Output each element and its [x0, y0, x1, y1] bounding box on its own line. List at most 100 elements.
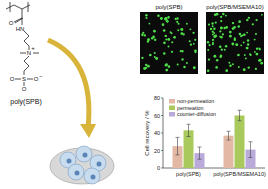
cell-dot [247, 43, 249, 45]
cell-dot [258, 48, 260, 50]
cell-dot [193, 43, 195, 45]
bond [27, 79, 33, 80]
bars [173, 110, 256, 168]
cell-dot [175, 18, 177, 20]
cell-dot [237, 25, 240, 28]
cell-dot [248, 66, 250, 68]
y-tick-label: 40 [154, 130, 160, 136]
cell-dot [171, 32, 173, 34]
cell-dot [145, 17, 147, 19]
legend-label: non-permeation [177, 98, 214, 104]
y-tick [161, 168, 163, 169]
cell-dot [149, 54, 152, 57]
cell-dot [210, 28, 212, 30]
legend: non-permeationpermeationcounter-diffusio… [169, 98, 216, 117]
error-cap [249, 157, 253, 158]
cell-dot [222, 33, 224, 35]
cell-dot [160, 17, 163, 20]
cell-dot [247, 39, 249, 41]
cell-dot [147, 65, 150, 68]
error-bar [238, 110, 242, 121]
cell-dot [141, 57, 143, 59]
cell-dot [211, 22, 213, 24]
bond [24, 31, 29, 36]
cell-dot [219, 36, 221, 38]
cell-dot [153, 30, 156, 33]
cell-dot [171, 41, 173, 43]
cell-dot [177, 29, 179, 31]
error-bar [176, 137, 180, 155]
cell-dot [239, 33, 242, 36]
cell-dot [168, 46, 170, 48]
arrow [48, 40, 89, 128]
cell-dot [180, 50, 182, 52]
cell-dot [180, 32, 183, 35]
arrow-head [80, 124, 96, 138]
cell-dot [220, 55, 223, 58]
cell-dot [173, 36, 176, 39]
bond [14, 5, 22, 9]
error-line [250, 142, 251, 158]
nucleus [97, 162, 102, 167]
cell-dot [243, 33, 246, 36]
cell [76, 146, 92, 162]
cell-dot [256, 53, 259, 56]
error-cap [187, 124, 191, 125]
cell-dot [189, 40, 191, 42]
legend-label: permeation [177, 105, 204, 111]
cell-dot [181, 58, 183, 60]
cell-dot [152, 36, 155, 39]
cell-dot [213, 55, 216, 58]
cell-dot [212, 42, 214, 44]
cell-dot [228, 62, 230, 64]
cell-dot [148, 23, 150, 25]
bond [14, 18, 22, 22]
cell-dot [255, 68, 257, 70]
error-line [228, 131, 229, 140]
atom-label: O [34, 76, 39, 82]
cell-dot [256, 48, 258, 50]
cell-dot [145, 67, 147, 69]
error-bar [187, 124, 191, 136]
cell-dot [194, 49, 197, 52]
x-tick-label: poly(SPB/MSEMA10) [213, 171, 266, 177]
y-tick-label: 60 [154, 113, 160, 119]
bond [22, 9, 23, 18]
nucleus [75, 171, 80, 176]
cell-dot [219, 30, 221, 32]
cell-dot [235, 43, 238, 46]
cell-dot [252, 23, 254, 25]
cell-dot [183, 66, 185, 68]
cell-dot [259, 48, 261, 50]
error-line [177, 137, 178, 155]
cell-dot [234, 38, 236, 40]
cell-dot [193, 66, 196, 69]
cell-dot [219, 46, 222, 49]
cell-dot [171, 51, 173, 53]
cell-dot [250, 54, 252, 56]
cell-dot [162, 23, 165, 26]
cell-dot [155, 57, 158, 60]
error-line [199, 147, 200, 159]
error-cap [198, 147, 202, 148]
cell-dot [221, 49, 223, 51]
cell-dot [164, 17, 167, 20]
cell-dot [192, 32, 194, 34]
y-tick [161, 133, 163, 134]
cell-dot [154, 39, 156, 41]
error-line [188, 124, 189, 136]
bar [235, 116, 245, 169]
bond [33, 53, 39, 54]
cells [50, 146, 114, 184]
cell-dot [208, 24, 210, 26]
bond [24, 56, 29, 61]
cell-dot [220, 20, 222, 22]
cell-dot [244, 54, 246, 56]
cell-dot [208, 44, 210, 46]
cell-dot [178, 23, 180, 25]
cell-dot [215, 66, 218, 69]
cell-dot [163, 52, 166, 55]
cell-dot [240, 44, 242, 46]
cell-dot [170, 31, 172, 33]
bond [28, 2, 29, 12]
